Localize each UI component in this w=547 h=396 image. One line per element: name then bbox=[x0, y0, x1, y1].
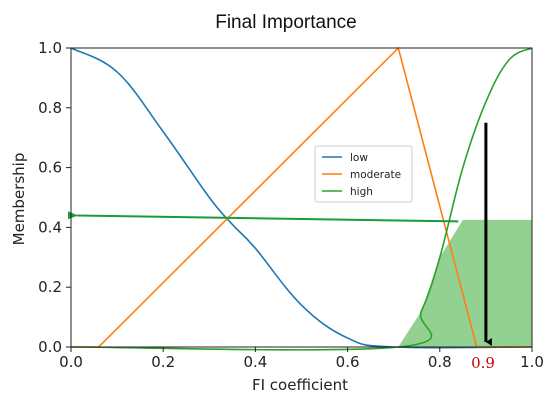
ticks-layer: 0.0 0.2 0.4 0.6 0.8 1.0 0.0 0.2 0.4 0.6 0.8 1.0 bbox=[38, 39, 544, 371]
legend-label-moderate: moderate bbox=[350, 169, 401, 181]
series-high-line bbox=[70, 47, 533, 351]
x-tick-label: 0.2 bbox=[151, 353, 175, 371]
y-tick-label: 0.0 bbox=[38, 338, 62, 356]
y-axis-label: Membership bbox=[10, 153, 28, 246]
legend-box bbox=[314, 145, 413, 203]
x-tick-label: 0.0 bbox=[59, 353, 83, 371]
legend-label-high: high bbox=[350, 186, 373, 198]
y-tick-label: 0.4 bbox=[38, 218, 62, 236]
x-tick-label: 0.6 bbox=[336, 353, 360, 371]
x-tick-label: 0.4 bbox=[243, 353, 267, 371]
y-tick-label: 0.6 bbox=[38, 159, 62, 177]
aggregated-fill-layer bbox=[398, 219, 532, 347]
axes-layer bbox=[70, 47, 533, 348]
annotation-layer bbox=[67, 122, 492, 346]
y-tick-label: 1.0 bbox=[38, 39, 62, 57]
legend-label-low: low bbox=[350, 152, 368, 164]
x-tick-label: 1.0 bbox=[520, 353, 544, 371]
aggregated-output-fill bbox=[398, 219, 532, 347]
chart-title: Final Importance bbox=[215, 12, 357, 33]
x-axis-label: FI coefficient bbox=[252, 376, 348, 394]
x-tick-label: 0.8 bbox=[428, 353, 452, 371]
y-tick-label: 0.8 bbox=[38, 99, 62, 117]
activation-level-arrow bbox=[67, 211, 459, 223]
marker-value-label: 0.9 bbox=[471, 354, 495, 372]
plot-frame bbox=[70, 47, 533, 348]
y-tick-label: 0.2 bbox=[38, 278, 62, 296]
series-low-line bbox=[70, 47, 533, 349]
legend: low moderate high bbox=[314, 145, 413, 203]
